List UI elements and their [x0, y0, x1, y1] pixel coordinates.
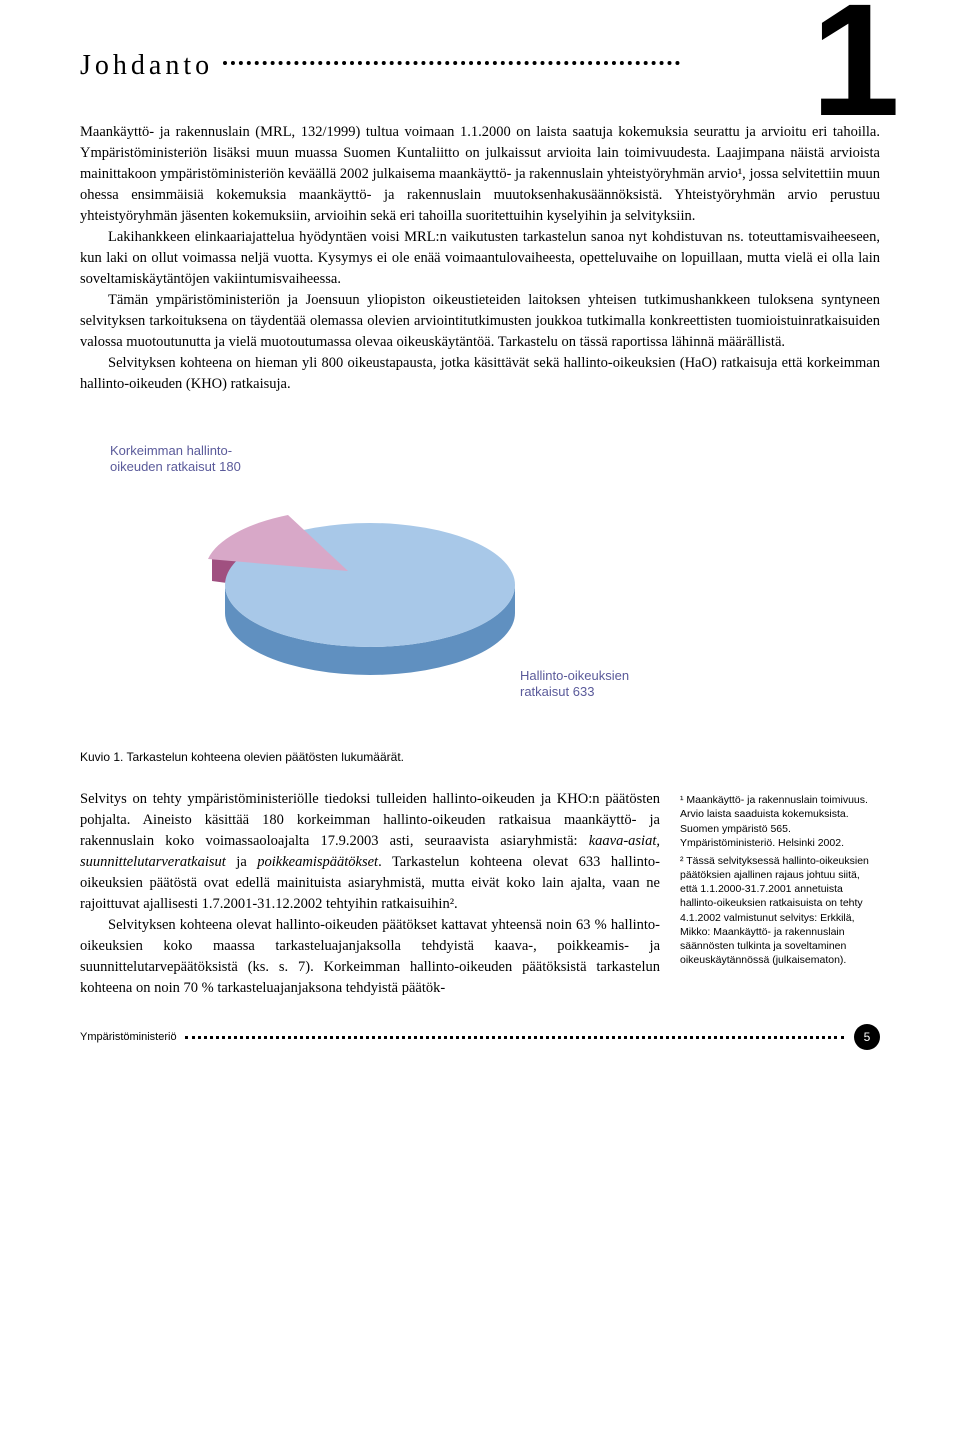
- pie-label-hao: Hallinto-oikeuksien ratkaisut 633: [520, 668, 633, 699]
- title-row: Johdanto: [80, 50, 680, 82]
- footnote-2: ² Tässä selvityksessä hallinto-oikeuksie…: [680, 854, 880, 967]
- pie-label-kho: Korkeimman hallinto- oikeuden ratkaisut …: [110, 443, 241, 474]
- footer-dots: [185, 1036, 844, 1039]
- chapter-number: 1: [811, 0, 900, 140]
- paragraph-4: Selvityksen kohteena on hieman yli 800 o…: [80, 353, 880, 395]
- paragraph-3: Tämän ympäristöministeriön ja Joensuun y…: [80, 290, 880, 353]
- lower-paragraph-1: Selvitys on tehty ympäristöministeriölle…: [80, 789, 660, 915]
- lower-body-text: Selvitys on tehty ympäristöministeriölle…: [80, 789, 660, 999]
- pie-chart-svg: Korkeimman hallinto- oikeuden ratkaisut …: [80, 415, 680, 735]
- pie-chart: Korkeimman hallinto- oikeuden ratkaisut …: [80, 415, 680, 740]
- title-dots: [223, 61, 680, 65]
- body-text: Maankäyttö- ja rakennuslain (MRL, 132/19…: [80, 122, 880, 395]
- footer-label: Ympäristöministeriö: [80, 1031, 177, 1043]
- footnotes-sidebar: ¹ Maankäyttö- ja rakennuslain toimivuus.…: [680, 789, 880, 999]
- lower-paragraph-2: Selvityksen kohteena olevat hallinto-oik…: [80, 915, 660, 999]
- paragraph-1: Maankäyttö- ja rakennuslain (MRL, 132/19…: [80, 122, 880, 227]
- chart-caption: Kuvio 1. Tarkastelun kohteena olevien pä…: [80, 750, 880, 764]
- footnote-1: ¹ Maankäyttö- ja rakennuslain toimivuus.…: [680, 793, 880, 850]
- paragraph-2: Lakihankkeen elinkaariajattelua hyödyntä…: [80, 227, 880, 290]
- page-footer: Ympäristöministeriö 5: [80, 1024, 880, 1050]
- page-title: Johdanto: [80, 50, 213, 82]
- page-number: 5: [854, 1024, 880, 1050]
